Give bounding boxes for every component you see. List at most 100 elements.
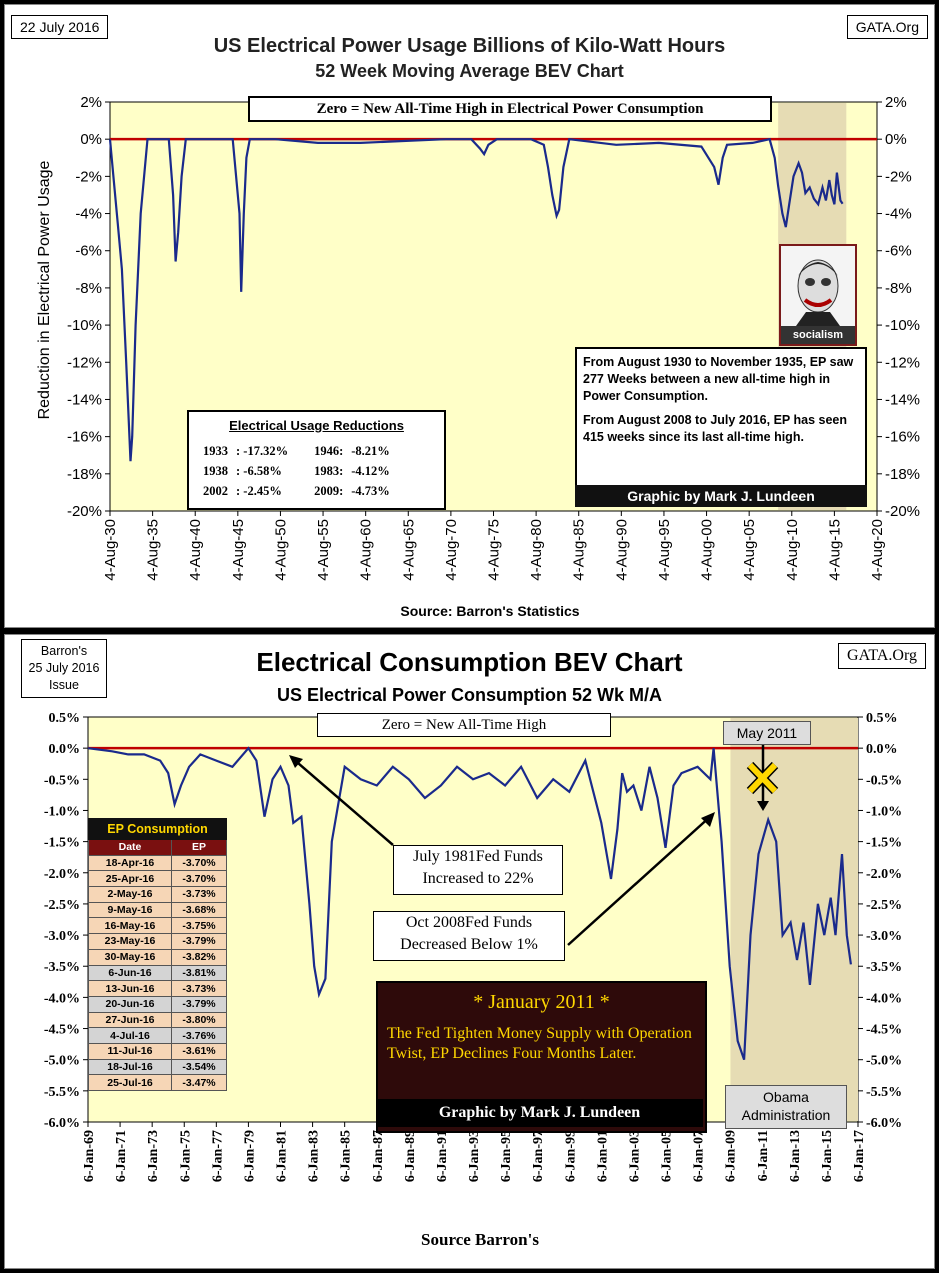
x-axis-label-top: Source: Barron's Statistics [400, 603, 579, 619]
y-tick-label-right: -2% [885, 168, 912, 185]
y-tick-label: -16% [67, 429, 102, 446]
x-tick-label: 4-Aug-95 [656, 519, 673, 581]
y-tick-label: -6.0% [44, 1116, 80, 1131]
y-tick-label: -14% [67, 391, 102, 408]
obama-shade-bottom [730, 718, 858, 1121]
y-tick-label: 0.0% [49, 742, 81, 757]
x-axis-label-bottom: Source Barron's [421, 1230, 539, 1249]
x-tick-label: 6-Jan-77 [210, 1130, 225, 1182]
ep-table-date: 25-Apr-16 [87, 870, 173, 888]
x-tick-label: 6-Jan-81 [275, 1130, 290, 1182]
obama-label: Obama Administration [725, 1085, 847, 1129]
reduction-row: 1933: -17.32% 1946: -8.21% [199, 441, 394, 461]
top-chart-panel: 2% 2% 0% 0% -2% -2% -4% -4% -6% -6% -8% -8% -10% -10%… [4, 4, 935, 628]
x-tick-label: 6-Jan-01 [595, 1130, 610, 1182]
reductions-box: Electrical Usage Reductions 1933: -17.32… [187, 410, 446, 510]
annotation-2008-line1: Oct 2008Fed Funds [405, 914, 533, 931]
y-tick-label: 0% [80, 131, 102, 148]
y-tick-label: -1.5% [44, 836, 80, 851]
reduction-row: 2002: -2.45% 2009: -4.73% [199, 481, 394, 501]
y-tick-label: -8% [75, 280, 102, 297]
y-tick-label-right: -20% [885, 503, 920, 520]
reduction-cell: : -17.32% [236, 443, 289, 458]
x-tick-label: 4-Aug-10 [784, 519, 801, 581]
ep-table-header-date: Date [87, 839, 173, 856]
ep-table-value: -3.75% [171, 917, 227, 935]
x-tick-label: 4-Aug-80 [528, 519, 545, 581]
ep-table-row: 25-Apr-16 -3.70% [87, 870, 227, 888]
ep-table-row: 13-Jun-16 -3.73% [87, 980, 227, 997]
x-tick-label: 6-Jan-85 [339, 1130, 354, 1182]
y-tick-label: -5.5% [44, 1085, 80, 1100]
annotation-2008-line2: Decreased Below 1% [400, 936, 538, 953]
y-tick-label: 2% [80, 94, 102, 111]
y-tick-label: -1.0% [44, 804, 80, 819]
reduction-cell: 1983: [314, 463, 344, 478]
ep-table-date: 6-Jun-16 [87, 964, 173, 982]
issue-label-1: Barron's [40, 644, 88, 658]
ep-table-row: 27-Jun-16 -3.80% [87, 1011, 227, 1029]
x-tick-label: 4-Aug-40 [187, 519, 204, 581]
x-tick-label: 4-Aug-30 [102, 519, 119, 581]
ep-series-line-top [108, 137, 844, 462]
y-tick-label: -3.0% [44, 929, 80, 944]
ep-table-row: 23-May-16 -3.79% [87, 933, 227, 950]
y-tick-label: -2% [75, 168, 102, 185]
zero-banner-bottom: Zero = New All-Time High [317, 713, 611, 737]
y-tick-label-right: -4.0% [866, 991, 902, 1006]
note-2008: From August 2008 to July 2016, EP has se… [583, 413, 847, 444]
ep-table-date: 18-Apr-16 [87, 854, 173, 872]
reductions-table: 1933: -17.32% 1946: -8.21% 1938: -6.58% 1983… [199, 441, 394, 501]
reduction-cell: -8.21% [351, 443, 390, 458]
issue-label: Barron's 25 July 2016 Issue [21, 639, 107, 698]
y-tick-label-right: -2.0% [866, 867, 902, 882]
x-tick-label: 6-Jan-95 [499, 1130, 514, 1182]
x-tick-label: 4-Aug-20 [869, 519, 886, 581]
issue-label-3: Issue [49, 678, 79, 692]
arrow-1981-head [289, 755, 303, 768]
y-tick-label: 0.5% [49, 711, 81, 726]
x-tick-label: 4-Aug-70 [443, 519, 460, 581]
x-tick-label: 6-Jan-13 [788, 1130, 803, 1182]
note-box: From August 1930 to November 1935, EP sa… [575, 347, 867, 505]
reduction-cell: 1933 [203, 443, 228, 458]
x-tick-label: 6-Jan-07 [692, 1130, 707, 1182]
y-tick-label-right: -5.0% [866, 1054, 902, 1069]
obama-label-1: Obama [763, 1089, 809, 1105]
ep-table-value: -3.70% [171, 854, 227, 872]
ep-table-date: 4-Jul-16 [87, 1027, 173, 1044]
ep-table-row: 18-Jul-16 -3.54% [87, 1058, 227, 1076]
y-tick-label: -5.0% [44, 1054, 80, 1069]
x-tick-label: 6-Jan-17 [852, 1130, 867, 1182]
issue-label-2: 25 July 2016 [28, 661, 100, 675]
x-tick-label: 6-Jan-89 [403, 1130, 418, 1182]
y-tick-label-right: -3.5% [866, 960, 902, 975]
y-tick-label: -20% [67, 503, 102, 520]
obama-label-2: Administration [741, 1107, 831, 1123]
x-tick-label: 4-Aug-90 [613, 519, 630, 581]
x-tick-label: 6-Jan-09 [724, 1130, 739, 1182]
x-tick-label: 4-Aug-85 [571, 519, 588, 581]
y-tick-label: -2.0% [44, 867, 80, 882]
ep-table-value: -3.70% [171, 870, 227, 888]
credit-top: Graphic by Mark J. Lundeen [575, 485, 867, 507]
arrow-2008 [567, 814, 713, 946]
y-tick-label-right: -8% [885, 280, 912, 297]
annotation-1981: July 1981Fed Funds Increased to 22% [393, 845, 563, 895]
y-tick-label-right: 2% [885, 94, 907, 111]
x-tick-label: 4-Aug-50 [272, 519, 289, 581]
site-label-top: GATA.Org [846, 15, 928, 39]
ep-table-row: 18-Apr-16 -3.70% [87, 854, 227, 872]
ep-table-value: -3.80% [171, 1011, 227, 1029]
x-tick-label: 4-Aug-05 [741, 519, 758, 581]
chart-title-bottom: Electrical Consumption BEV Chart [256, 647, 683, 677]
zero-banner-top: Zero = New All-Time High in Electrical P… [248, 96, 772, 122]
y-tick-label-right: -3.0% [866, 929, 902, 944]
socialism-image: socialism [779, 244, 857, 346]
ep-table-date: 16-May-16 [87, 917, 173, 935]
ep-table-date: 13-Jun-16 [87, 980, 173, 997]
arrow-may2011-head [757, 801, 769, 811]
arrow-1981 [290, 756, 394, 846]
reduction-cell: : -2.45% [236, 483, 282, 498]
january-2011-title: * January 2011 * [473, 991, 610, 1013]
